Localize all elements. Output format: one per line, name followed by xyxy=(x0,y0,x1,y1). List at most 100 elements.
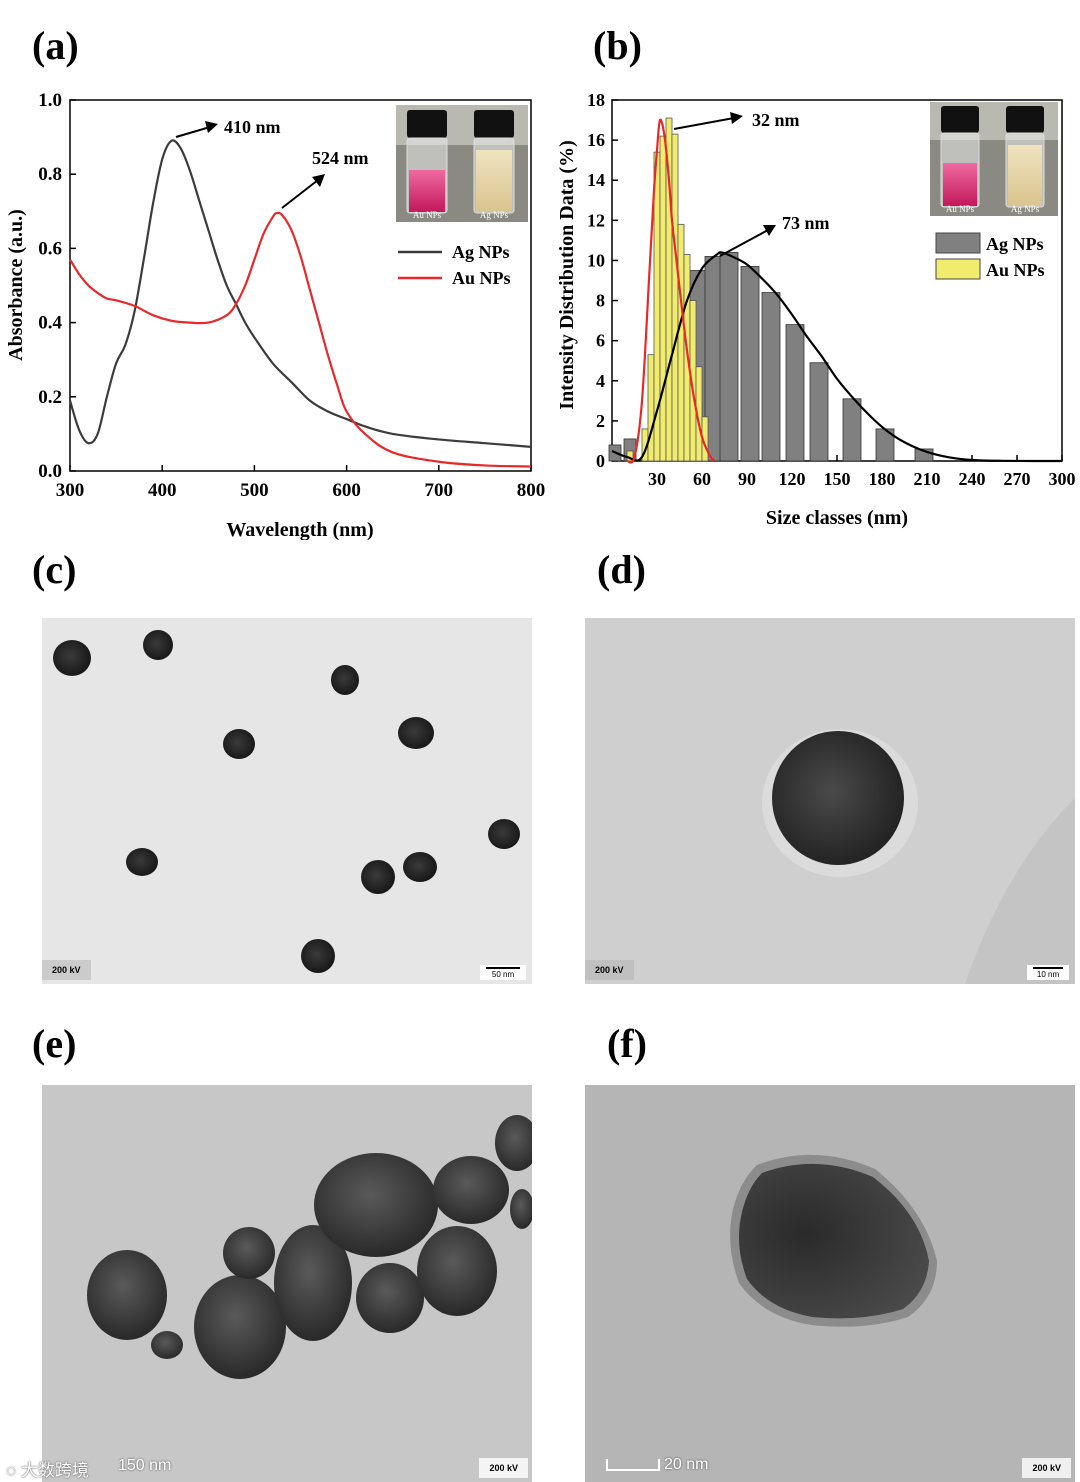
panel-label-e: (e) xyxy=(32,1021,77,1066)
panel-label-f: (f) xyxy=(607,1021,647,1066)
b-ylabel: Intensity Distribution Data (%) xyxy=(556,140,578,409)
a-xtick-label: 600 xyxy=(332,480,361,501)
panel-label-c: (c) xyxy=(32,547,77,592)
a-ytick-label: 0.4 xyxy=(38,313,62,334)
b-ytick-label: 2 xyxy=(596,411,605,431)
fit-curve-au xyxy=(626,118,715,464)
a-ytick-label: 0.2 xyxy=(38,387,62,408)
tem-image-e: 200 kV xyxy=(42,1085,532,1482)
watermark-logo-icon: ◌ xyxy=(6,1461,17,1480)
tem-image-c: 200 kV 50 nm xyxy=(42,618,532,984)
absorbance-plot-area: 300 400 500 600 700 800 0.0 0.2 0.4 0.6 0.8 1.0 xyxy=(38,90,545,501)
tem-f-particle xyxy=(730,1154,937,1327)
b-xtick-label: 240 xyxy=(959,469,986,489)
tem-d-scale-label: 10 nm xyxy=(1036,970,1060,979)
bar-ag xyxy=(719,252,739,462)
annotation-524: 524 nm xyxy=(312,148,369,168)
tem-e-scale-value: 50 nm xyxy=(126,1457,172,1474)
annotation-a-410: 410 nm xyxy=(175,117,281,138)
b-xtick-label: 270 xyxy=(1004,469,1031,489)
legend-a: Ag NPs Au NPs xyxy=(398,242,511,288)
b-ytick-label: 14 xyxy=(587,170,605,190)
a-xtick-label: 700 xyxy=(425,480,454,501)
b-xtick-label: 30 xyxy=(648,469,666,489)
bar-ag xyxy=(761,292,781,462)
panel-label-b: (b) xyxy=(593,23,642,68)
legend-b: Ag NPs Au NPs xyxy=(935,232,1045,280)
b-ytick-label: 8 xyxy=(596,291,605,311)
watermark: ◌ 大数跨境 xyxy=(6,1456,89,1481)
b-xlabel: Size classes (nm) xyxy=(766,507,908,529)
bar-ag xyxy=(740,266,760,462)
bar-au xyxy=(677,223,685,462)
series-line-ag xyxy=(68,139,532,448)
fit-curve-ag xyxy=(611,251,1063,463)
tem-d-voltage: 200 kV xyxy=(585,960,634,980)
size-distribution-chart: 30 60 90 120 150 180 210 240 270 300 0 2 4 6 8 10 12 14 16… xyxy=(556,90,1076,529)
bar-ag xyxy=(842,398,862,462)
bar-au xyxy=(647,354,655,462)
b-xtick-label: 180 xyxy=(869,469,896,489)
tem-e-scale-prefix: 1 xyxy=(118,1457,127,1474)
a-plot-frame xyxy=(69,99,532,472)
tem-c-voltage: 200 kV xyxy=(42,960,91,980)
panel-label-a: (a) xyxy=(32,23,79,68)
legend-b-au: Au NPs xyxy=(986,260,1045,280)
inset-a-vial1-label: Au NPs xyxy=(413,210,442,220)
b-ytick-label: 12 xyxy=(587,210,605,230)
a-ylabel: Absorbance (a.u.) xyxy=(5,209,27,361)
tem-e-particles xyxy=(87,1115,532,1379)
inset-a-vial2-label: Ag NPs xyxy=(480,210,509,220)
b-ytick-label: 6 xyxy=(596,331,605,351)
a-xtick-label: 500 xyxy=(240,480,269,501)
annotation-a-524: 524 nm xyxy=(281,148,369,209)
b-xtick-label: 150 xyxy=(824,469,851,489)
annotation-b-73: 73 nm xyxy=(719,213,830,257)
bar-ag xyxy=(809,362,829,462)
panel-label-d: (d) xyxy=(597,547,646,592)
bar-au xyxy=(659,135,667,462)
b-xtick-label: 210 xyxy=(914,469,941,489)
photo-inset-b: Au NPs Ag NPs xyxy=(930,102,1058,216)
tem-c-scale-label: 50 nm xyxy=(491,970,515,979)
legend-a-ag: Ag NPs xyxy=(452,242,510,262)
tem-d-particle xyxy=(762,729,1075,984)
legend-b-ag: Ag NPs xyxy=(986,234,1044,254)
b-xtick-label: 90 xyxy=(738,469,756,489)
legend-a-au: Au NPs xyxy=(452,268,511,288)
tem-f-scale-label: 20 nm xyxy=(664,1456,709,1473)
inset-b-vial2-label: Ag NPs xyxy=(1011,204,1040,214)
b-ytick-label: 18 xyxy=(587,90,605,110)
b-ytick-label: 16 xyxy=(587,130,605,150)
annotation-410: 410 nm xyxy=(224,117,281,137)
a-xlabel: Wavelength (nm) xyxy=(226,519,373,540)
tem-f-scalebar xyxy=(606,1459,660,1471)
a-ytick-label: 0.0 xyxy=(38,461,62,482)
b-ytick-label: 4 xyxy=(596,371,605,391)
tem-c-particles xyxy=(53,630,520,973)
tem-e-scale-label: 150 nm xyxy=(118,1457,171,1475)
inset-b-vial1-label: Au NPs xyxy=(946,204,975,214)
b-ytick-label: 0 xyxy=(596,451,605,471)
annotation-73: 73 nm xyxy=(782,213,830,233)
tem-f-voltage: 200 kV xyxy=(1022,1458,1071,1478)
b-xtick-label: 300 xyxy=(1049,469,1076,489)
a-ytick-label: 1.0 xyxy=(38,90,62,111)
b-xtick-label: 60 xyxy=(693,469,711,489)
tem-c-scalebar: 50 nm xyxy=(480,965,526,980)
tem-d-scalebar: 10 nm xyxy=(1027,965,1069,980)
a-xtick-label: 300 xyxy=(56,480,85,501)
tem-e-voltage: 200 kV xyxy=(479,1458,528,1478)
bar-ag xyxy=(785,324,805,462)
a-ytick-label: 0.6 xyxy=(38,238,62,259)
a-ytick-label: 0.8 xyxy=(38,164,62,185)
b-ytick-label: 10 xyxy=(587,250,605,270)
watermark-text: 大数跨境 xyxy=(20,1461,89,1480)
absorbance-chart: 300 400 500 600 700 800 0.0 0.2 0.4 0.6 0.8 1.0 Au … xyxy=(5,90,545,540)
tem-image-f: 200 kV xyxy=(585,1085,1075,1482)
a-xtick-label: 800 xyxy=(517,480,546,501)
annotation-32: 32 nm xyxy=(752,110,800,130)
tem-image-d: 200 kV 10 nm xyxy=(585,618,1075,984)
bar-au xyxy=(671,133,679,462)
b-xtick-label: 120 xyxy=(779,469,806,489)
